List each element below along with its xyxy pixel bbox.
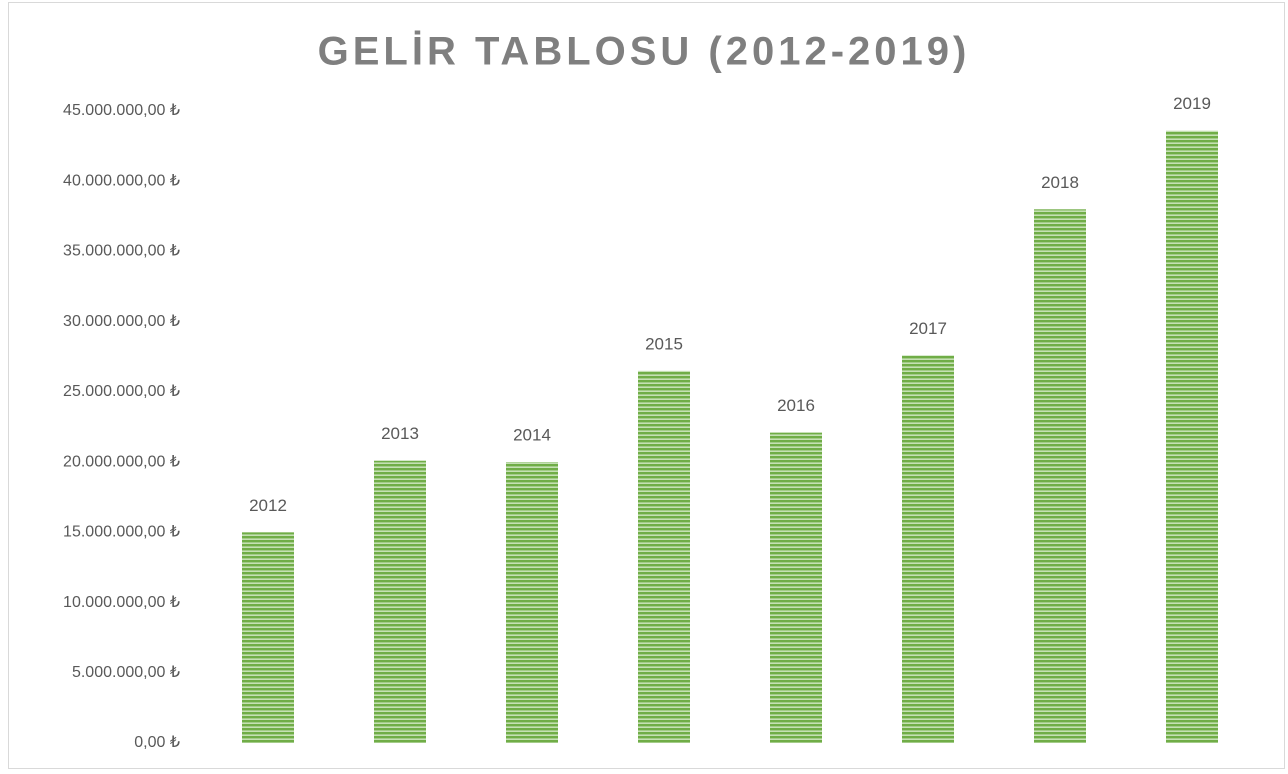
bar-category-label: 2013: [381, 424, 419, 443]
y-tick-label: 25.000.000,00 ₺: [63, 383, 180, 400]
bar: [506, 462, 558, 743]
bar-category-label: 2019: [1173, 94, 1211, 113]
bar-category-label: 2014: [513, 426, 551, 445]
y-tick-label: 15.000.000,00 ₺: [63, 524, 180, 541]
y-tick-label: 20.000.000,00 ₺: [63, 453, 180, 470]
chart-title: GELİR TABLOSU (2012-2019): [318, 30, 971, 74]
bar-category-label: 2016: [777, 396, 815, 415]
bar-category-label: 2012: [249, 496, 287, 515]
y-tick-label: 45.000.000,00 ₺: [63, 102, 180, 119]
y-tick-label: 0,00 ₺: [134, 734, 180, 751]
bar: [902, 355, 954, 743]
bar: [242, 532, 294, 743]
bar-category-label: 2018: [1041, 173, 1079, 192]
bar-category-label: 2017: [909, 319, 947, 338]
bar: [1034, 209, 1086, 744]
bar: [638, 370, 690, 743]
y-tick-label: 10.000.000,00 ₺: [63, 594, 180, 611]
bar: [770, 432, 822, 743]
bar-category-label: 2015: [645, 334, 683, 353]
y-tick-label: 5.000.000,00 ₺: [72, 664, 180, 681]
bar: [1166, 130, 1218, 743]
bar: [374, 460, 426, 743]
y-tick-label: 30.000.000,00 ₺: [63, 313, 180, 330]
y-tick-label: 40.000.000,00 ₺: [63, 172, 180, 189]
y-tick-label: 35.000.000,00 ₺: [63, 243, 180, 260]
